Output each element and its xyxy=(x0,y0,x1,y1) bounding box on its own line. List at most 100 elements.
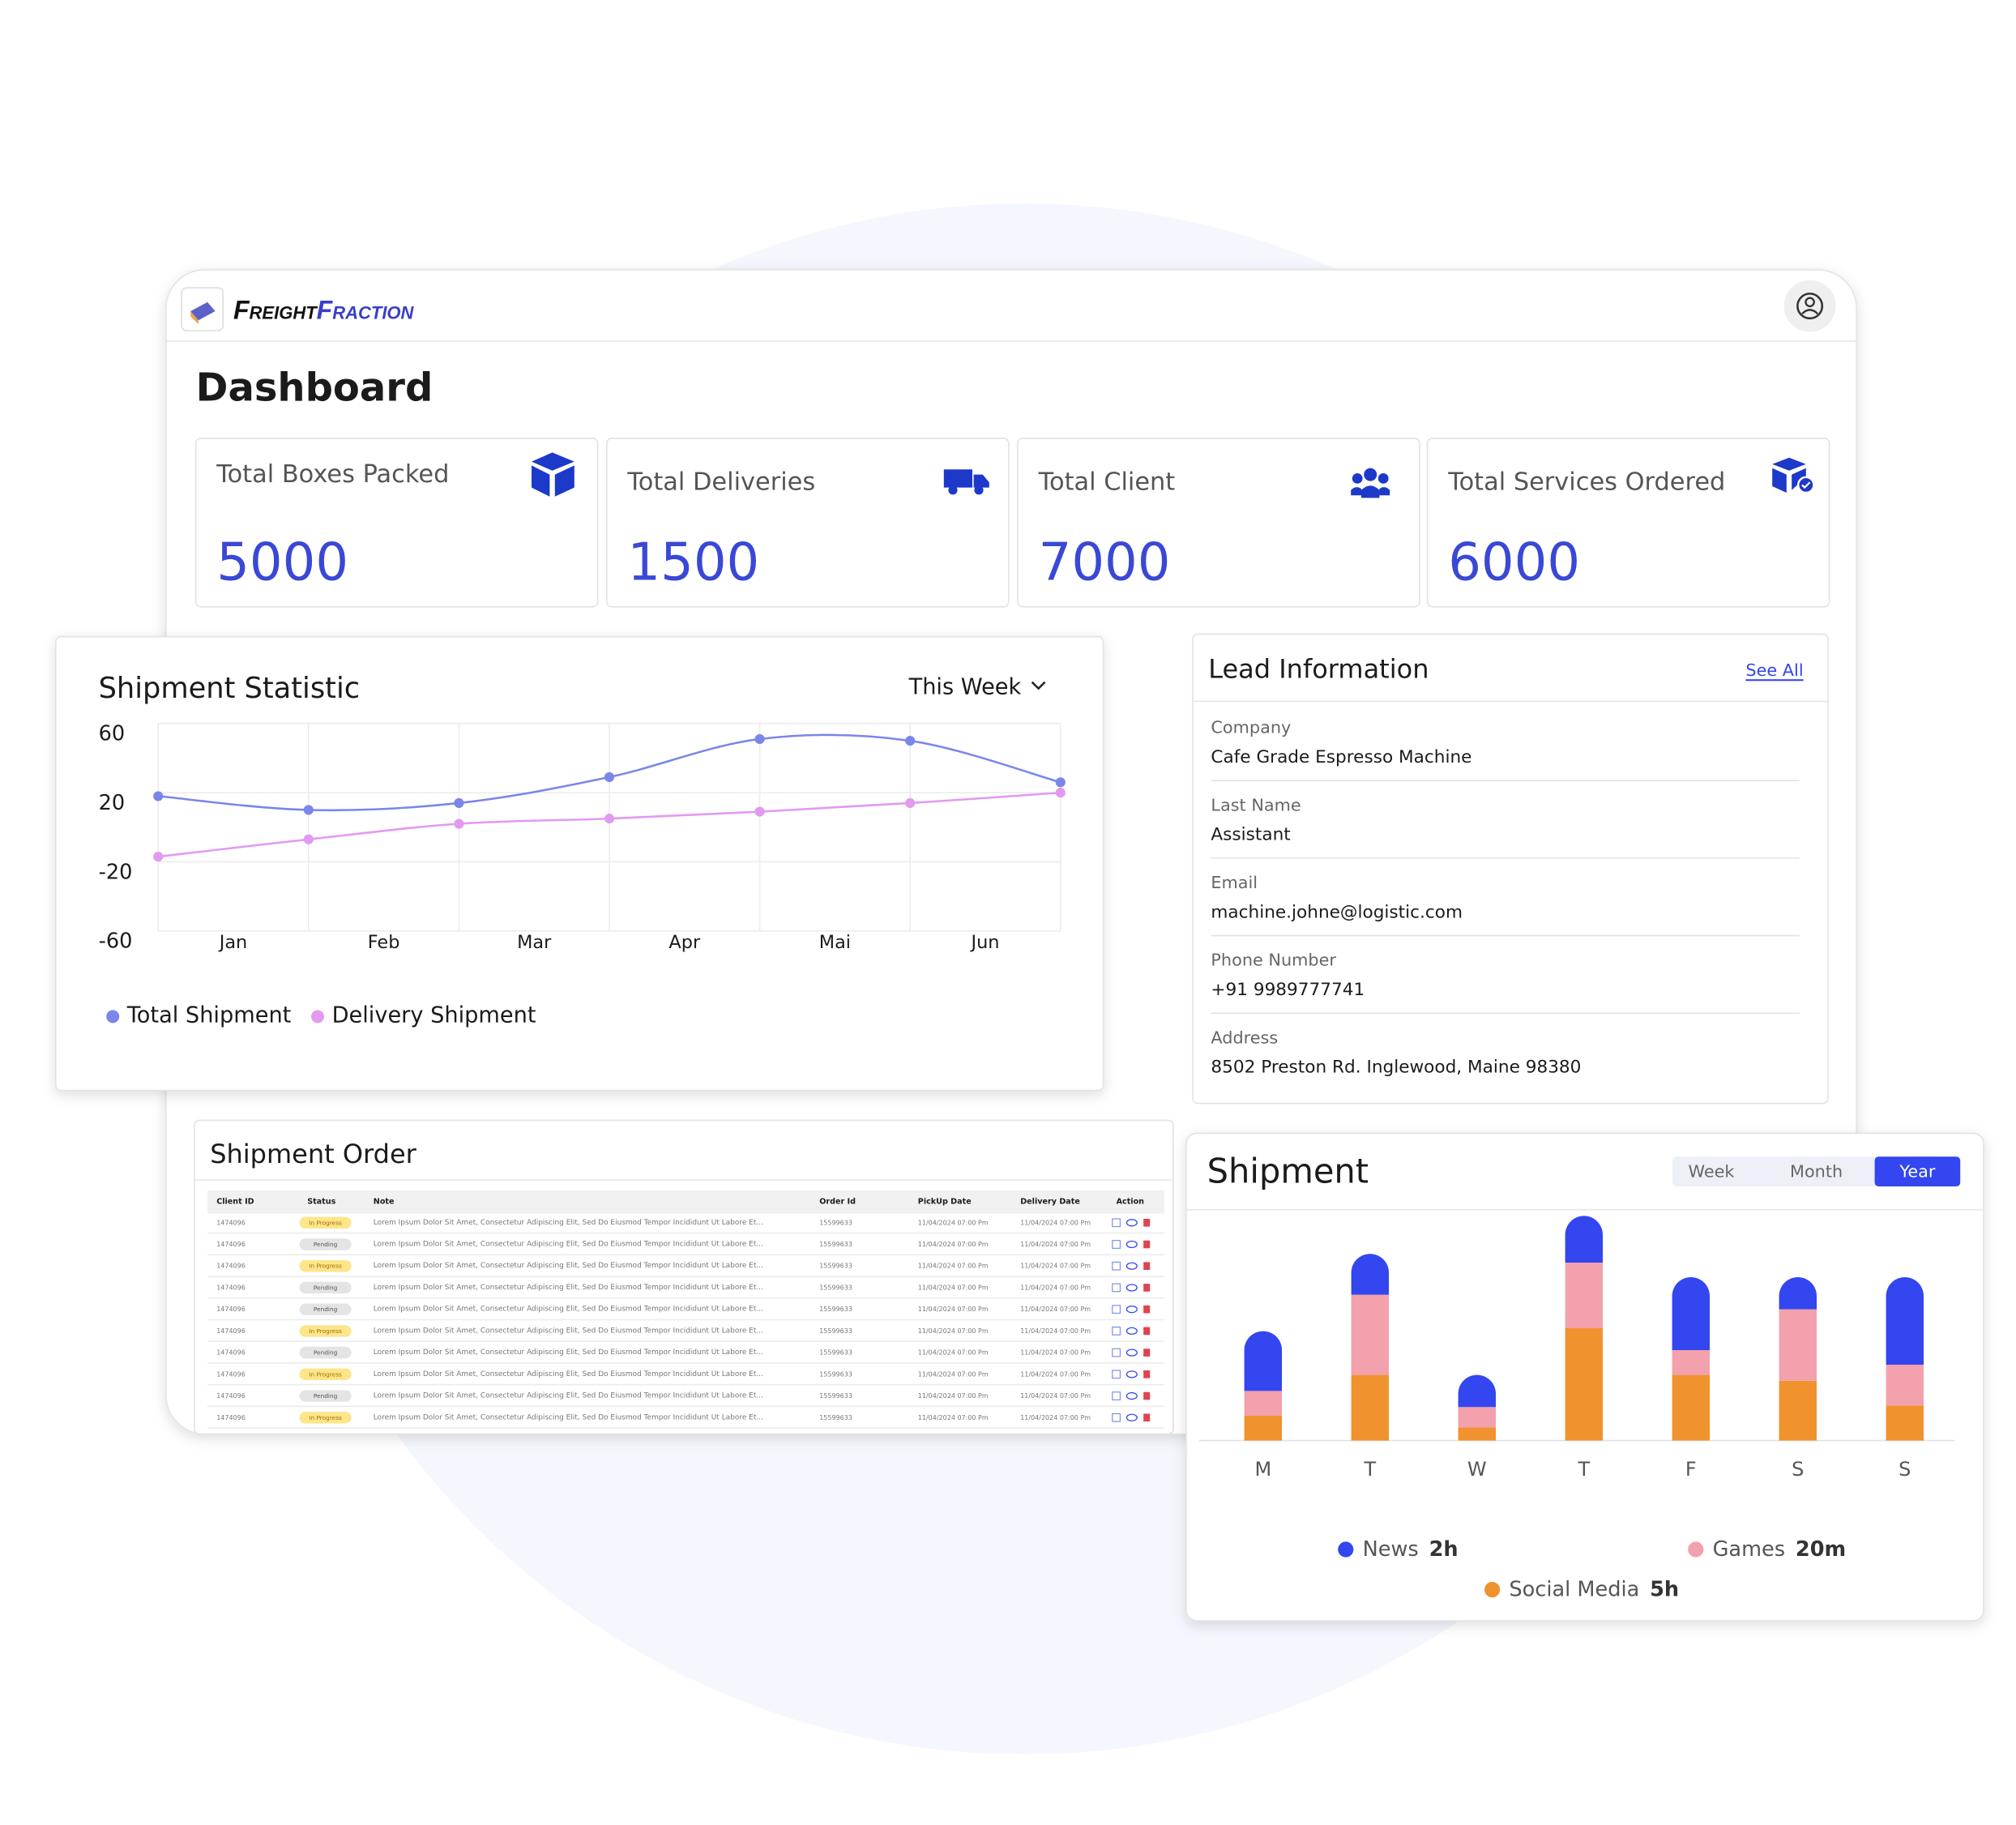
bar-segment xyxy=(1779,1309,1817,1381)
legend-dot xyxy=(1484,1582,1501,1598)
period-label[interactable]: This Week xyxy=(908,675,1022,700)
legend-item: Social Media 5h xyxy=(1509,1578,1679,1602)
view-icon[interactable] xyxy=(1125,1370,1138,1378)
bar-segment xyxy=(1565,1328,1603,1441)
bar-segment xyxy=(1351,1254,1389,1295)
delete-icon[interactable] xyxy=(1143,1305,1151,1314)
data-point xyxy=(905,736,916,746)
status: In Progress xyxy=(309,1219,342,1226)
stat-label: Total Boxes Packed xyxy=(216,460,449,489)
bar-segment xyxy=(1244,1391,1282,1416)
edit-icon[interactable] xyxy=(1112,1370,1121,1379)
view-icon[interactable] xyxy=(1125,1284,1138,1292)
data-point xyxy=(1055,777,1066,788)
column-header: Status xyxy=(307,1198,335,1207)
delete-icon[interactable] xyxy=(1143,1370,1151,1378)
cell: Lorem Ipsum Dolor Sit Amet, Consectetur … xyxy=(374,1348,763,1357)
status: Pending xyxy=(314,1349,337,1357)
legend-dot xyxy=(1688,1541,1704,1558)
edit-icon[interactable] xyxy=(1112,1305,1121,1314)
delete-icon[interactable] xyxy=(1143,1240,1151,1249)
status: Pending xyxy=(314,1284,337,1291)
x-tick-label: W xyxy=(1467,1458,1487,1481)
data-point xyxy=(754,806,765,817)
legend-label: Total Shipment xyxy=(126,1002,292,1028)
legend-value: 5h xyxy=(1650,1578,1679,1602)
cell: 1474096 xyxy=(216,1327,246,1335)
cell: 15599633 xyxy=(819,1327,852,1335)
stat-label: Total Deliveries xyxy=(626,468,815,497)
delete-icon[interactable] xyxy=(1143,1262,1151,1271)
cell: Lorem Ipsum Dolor Sit Amet, Consectetur … xyxy=(374,1262,763,1270)
delete-icon[interactable] xyxy=(1143,1348,1151,1357)
stat-card xyxy=(194,438,599,608)
view-icon[interactable] xyxy=(1125,1219,1138,1227)
bar-segment xyxy=(1886,1365,1924,1406)
tab-active[interactable] xyxy=(1874,1156,1961,1186)
cell: 15599633 xyxy=(819,1414,852,1421)
data-point xyxy=(604,814,615,824)
column-header: Order Id xyxy=(819,1198,856,1207)
legend-dot xyxy=(1338,1541,1354,1558)
y-tick-label: 60 xyxy=(99,722,126,746)
edit-icon[interactable] xyxy=(1112,1240,1121,1249)
stat-card xyxy=(606,438,1010,608)
legend-label: Delivery Shipment xyxy=(332,1002,536,1028)
stat-value: 5000 xyxy=(216,532,348,592)
stat-value: 1500 xyxy=(627,532,759,592)
cell: 11/04/2024 07:00 Pm xyxy=(918,1306,989,1313)
view-icon[interactable] xyxy=(1125,1327,1138,1336)
status-pill xyxy=(299,1346,352,1359)
edit-icon[interactable] xyxy=(1112,1327,1121,1336)
view-icon[interactable] xyxy=(1125,1306,1138,1314)
delete-icon[interactable] xyxy=(1143,1219,1151,1227)
cell: 1474096 xyxy=(216,1284,246,1291)
cell: 1474096 xyxy=(216,1349,246,1357)
view-icon[interactable] xyxy=(1125,1262,1138,1270)
cell: 11/04/2024 07:00 Pm xyxy=(918,1414,989,1421)
edit-icon[interactable] xyxy=(1112,1283,1121,1293)
table-header-bg xyxy=(207,1190,1164,1214)
cell: 15599633 xyxy=(819,1349,852,1357)
cell: 11/04/2024 07:00 Pm xyxy=(918,1263,989,1270)
cell: 1474096 xyxy=(216,1306,246,1313)
bar-segment xyxy=(1672,1277,1710,1350)
delete-icon[interactable] xyxy=(1143,1284,1151,1292)
tab[interactable]: Month xyxy=(1790,1162,1843,1182)
edit-icon[interactable] xyxy=(1112,1261,1121,1271)
delete-icon[interactable] xyxy=(1143,1391,1151,1400)
profile-button[interactable] xyxy=(1783,280,1836,332)
delete-icon[interactable] xyxy=(1143,1413,1151,1422)
edit-icon[interactable] xyxy=(1112,1348,1121,1357)
period-dropdown[interactable]: This Week xyxy=(908,675,1046,700)
field-label: Last Name xyxy=(1211,795,1301,814)
view-icon[interactable] xyxy=(1125,1348,1138,1357)
data-point xyxy=(153,851,164,862)
bar-segment xyxy=(1779,1380,1817,1441)
tab[interactable]: Week xyxy=(1689,1162,1735,1182)
edit-icon[interactable] xyxy=(1112,1218,1121,1228)
edit-icon[interactable] xyxy=(1112,1413,1121,1422)
delete-icon[interactable] xyxy=(1143,1327,1151,1336)
cell: Lorem Ipsum Dolor Sit Amet, Consectetur … xyxy=(374,1370,763,1378)
stat-label: Total Services Ordered xyxy=(1447,468,1725,497)
view-icon[interactable] xyxy=(1125,1240,1138,1249)
edit-icon[interactable] xyxy=(1112,1391,1121,1400)
logo xyxy=(181,287,224,331)
cell: 1474096 xyxy=(216,1241,246,1248)
status: In Progress xyxy=(309,1263,342,1270)
tab[interactable]: Year xyxy=(1899,1162,1935,1182)
stat-value: 6000 xyxy=(1448,532,1580,592)
status-pill xyxy=(299,1238,352,1250)
column-header: Delivery Date xyxy=(1020,1198,1080,1207)
cell: 11/04/2024 07:00 Pm xyxy=(918,1284,989,1291)
cell: 15599633 xyxy=(819,1263,852,1270)
data-point xyxy=(604,771,615,783)
status-pill xyxy=(299,1412,352,1424)
view-icon[interactable] xyxy=(1125,1391,1138,1400)
view-icon[interactable] xyxy=(1125,1413,1138,1421)
x-tick-label: S xyxy=(1899,1458,1911,1481)
see-all-link[interactable]: See All xyxy=(1745,660,1803,680)
cell: 15599633 xyxy=(819,1219,852,1226)
